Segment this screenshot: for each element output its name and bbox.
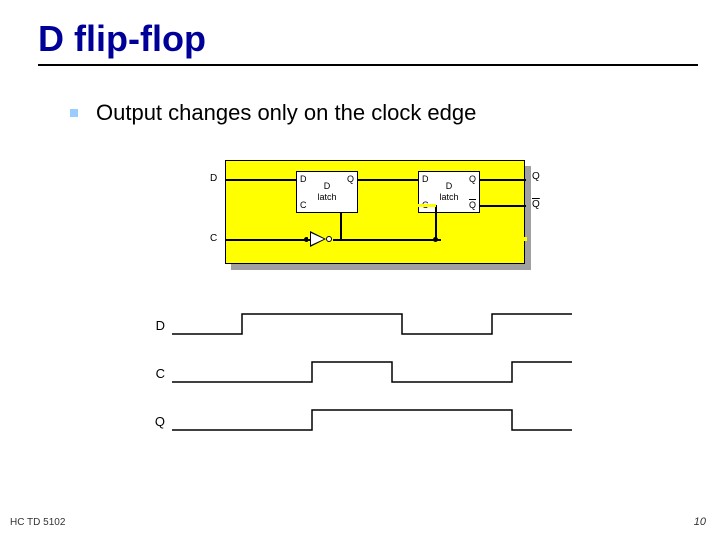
- title-block: D flip-flop: [0, 0, 720, 66]
- label-d-in: D: [210, 173, 217, 184]
- timing-label-q: Q: [145, 414, 165, 429]
- timing-label-d: D: [145, 318, 165, 333]
- bullet-text: Output changes only on the clock edge: [96, 100, 476, 126]
- bullet-row: Output changes only on the clock edge: [70, 100, 720, 126]
- label-c-in: C: [210, 233, 217, 244]
- latch2-name: latch: [419, 192, 479, 202]
- label-qbar-out: Q: [532, 199, 540, 210]
- footer-left: HC TD 5102: [10, 517, 65, 528]
- latch2-name-top: D: [419, 181, 479, 191]
- timing-svg: [147, 310, 572, 480]
- wire-q-d: [358, 179, 418, 181]
- wire-c-up-latch2: [435, 213, 437, 240]
- label-q-out: Q: [532, 171, 540, 182]
- page-title: D flip-flop: [38, 18, 720, 60]
- footer-right: 10: [694, 516, 706, 528]
- latch-1: D Q C D latch: [296, 171, 358, 213]
- inverter-icon: [310, 231, 326, 247]
- circuit-diagram: D C Q Q D Q C D latch D Q C Q D latch: [225, 160, 545, 274]
- title-underline: [38, 64, 698, 66]
- circuit-body: D C Q Q D Q C D latch D Q C Q D latch: [225, 160, 525, 264]
- wire-q-out: [480, 179, 526, 181]
- inverter-bubble: [326, 236, 332, 242]
- wire-d-in: [226, 179, 296, 181]
- slide-root: D flip-flop Output changes only on the c…: [0, 0, 720, 540]
- latch1-name: latch: [297, 192, 357, 202]
- bullet-icon: [70, 109, 78, 117]
- wire-invout-up: [340, 213, 342, 240]
- timing-label-c: C: [145, 366, 165, 381]
- wire-qbar-out: [480, 205, 526, 207]
- latch1-name-top: D: [297, 181, 357, 191]
- timing-diagram: D C Q: [147, 310, 572, 480]
